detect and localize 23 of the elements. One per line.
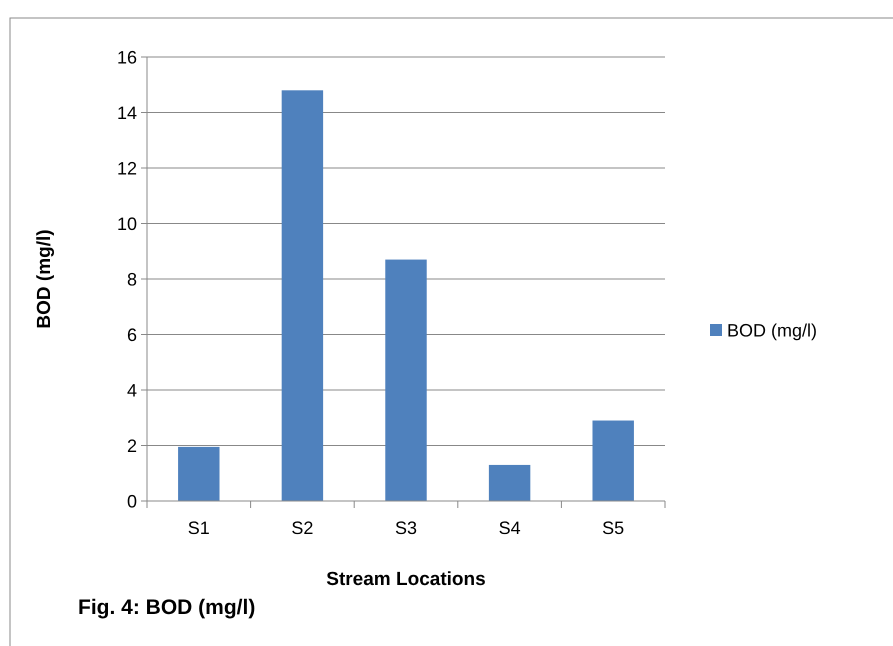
x-tick-label: S2 bbox=[291, 518, 314, 538]
y-tick-label: 12 bbox=[116, 158, 137, 178]
x-tick-label: S1 bbox=[188, 518, 210, 538]
bar bbox=[385, 260, 427, 501]
x-tick-label: S4 bbox=[498, 518, 521, 538]
x-axis-title: Stream Locations bbox=[326, 569, 486, 590]
y-tick-label: 14 bbox=[116, 102, 137, 123]
text: Fig. 4: BOD (mg/l) bbox=[78, 596, 256, 619]
bar bbox=[488, 464, 530, 501]
y-tick-label: 16 bbox=[116, 47, 137, 68]
y-axis-title: BOD (mg/l) bbox=[34, 229, 55, 329]
legend-label: BOD (mg/l) bbox=[727, 320, 817, 340]
y-tick-label: 4 bbox=[126, 380, 137, 400]
x-tick-label: S5 bbox=[602, 518, 624, 538]
bar bbox=[592, 420, 634, 501]
y-tick-label: 2 bbox=[126, 436, 137, 456]
y-tick-label: 8 bbox=[126, 269, 137, 290]
y-tick-label: 0 bbox=[126, 491, 137, 512]
bar bbox=[178, 446, 220, 501]
x-tick-label: S3 bbox=[394, 518, 418, 538]
y-tick-label: 6 bbox=[126, 324, 137, 345]
bar bbox=[282, 90, 324, 501]
y-tick-label: 10 bbox=[116, 214, 137, 234]
